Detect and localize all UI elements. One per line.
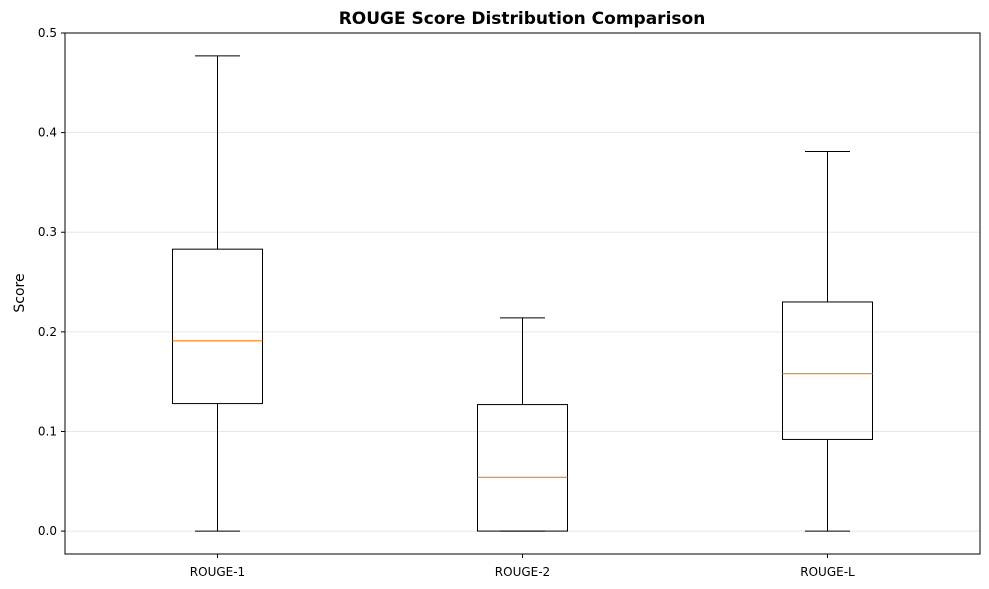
y-tick-label: 0.2 — [38, 325, 57, 339]
plot-frame — [64, 32, 981, 555]
iqr-box — [477, 404, 568, 532]
box-rouge-1 — [172, 55, 263, 532]
x-tick-label: ROUGE-L — [800, 565, 855, 579]
y-axis-label: Score — [12, 273, 28, 312]
box-rouge-2 — [477, 317, 568, 532]
iqr-box — [782, 301, 873, 440]
y-tick-label: 0.4 — [38, 126, 57, 140]
y-tick-label: 0.0 — [38, 524, 57, 538]
y-axis-ticks: 0.0 0.1 0.2 0.3 0.4 0.5 — [38, 26, 65, 538]
x-tick-label: ROUGE-2 — [495, 565, 550, 579]
box-rouge-l — [782, 151, 873, 532]
chart-title: ROUGE Score Distribution Comparison — [339, 9, 706, 29]
x-tick-label: ROUGE-1 — [190, 565, 245, 579]
x-axis-ticks: ROUGE-1 ROUGE-2 ROUGE-L — [190, 554, 855, 579]
y-tick-label: 0.5 — [38, 26, 57, 40]
grid-lines — [65, 32, 980, 532]
y-tick-label: 0.3 — [38, 225, 57, 239]
iqr-box — [172, 248, 263, 405]
y-tick-label: 0.1 — [38, 424, 57, 438]
box-series — [172, 55, 873, 532]
